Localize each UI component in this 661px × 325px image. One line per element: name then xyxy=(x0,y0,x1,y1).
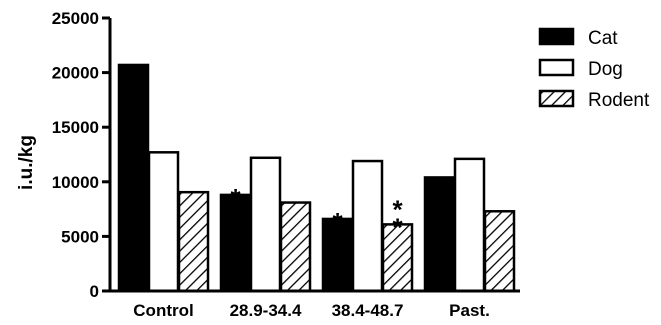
legend-label: Cat xyxy=(588,28,618,49)
bar-dog xyxy=(351,159,384,293)
legend-swatch-dog xyxy=(538,58,575,77)
x-tick-label: 38.4-48.7 xyxy=(332,301,404,320)
bar-rodent xyxy=(381,223,414,293)
y-tick-label: 5000 xyxy=(61,227,99,246)
y-tick-label: 20000 xyxy=(52,64,99,83)
y-tick-label: 10000 xyxy=(52,173,99,192)
bar-cat xyxy=(117,63,150,293)
significance-marker: * xyxy=(332,207,343,237)
y-tick-label: 15000 xyxy=(52,118,99,137)
bar-dog xyxy=(147,151,180,293)
bar-rodent xyxy=(483,210,516,293)
legend: Cat Dog Rodent xyxy=(538,27,650,111)
y-tick-label: 25000 xyxy=(52,9,99,28)
significance-marker: * xyxy=(392,212,403,242)
x-tick-label: 28.9-34.4 xyxy=(230,301,302,320)
y-axis-title: i.u./kg xyxy=(16,135,37,190)
legend-swatch-rodent xyxy=(538,89,575,108)
x-tick-label: Past. xyxy=(449,301,490,320)
bar-rodent xyxy=(279,201,312,293)
x-tick-label: Control xyxy=(133,301,193,320)
legend-swatch-cat xyxy=(538,27,575,46)
legend-label: Rodent xyxy=(588,90,650,111)
bar-dog xyxy=(249,156,282,293)
bar-rodent xyxy=(177,190,210,293)
plot-area: 0 5000 10000 15000 20000 25000 i.u./kg Control 2… xyxy=(16,9,520,320)
bar-cat xyxy=(423,176,456,293)
bar-dog xyxy=(453,157,486,293)
y-tick-label: 0 xyxy=(90,282,99,301)
legend-label: Dog xyxy=(588,59,623,80)
significance-marker: * xyxy=(392,194,403,224)
significance-marker: * xyxy=(230,183,241,213)
